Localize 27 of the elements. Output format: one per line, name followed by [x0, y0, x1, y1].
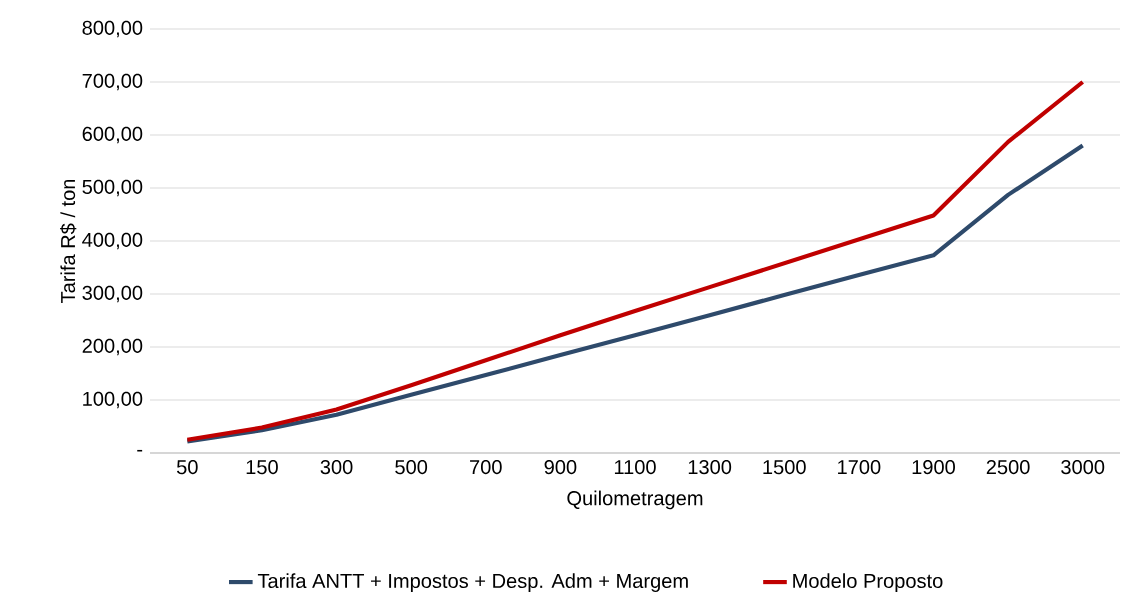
x-tick-label: 700: [470, 459, 502, 475]
x-tick-label: 50: [176, 459, 198, 475]
y-tick-label: 700,00: [82, 73, 143, 91]
x-tick-label: 1900: [912, 459, 955, 475]
x-tick-label: 900: [544, 459, 577, 475]
y-tick-label: 800,00: [82, 20, 143, 38]
y-tick-label: 100,00: [83, 391, 143, 409]
x-axis-title: Quilometragem: [567, 490, 703, 510]
legend-label: Modelo Proposto: [793, 573, 943, 592]
y-tick-label: 300,00: [82, 285, 143, 303]
x-tick-label: 3000: [1061, 459, 1105, 475]
y-tick-label: 500,00: [82, 179, 143, 197]
y-axis-title: Tarifa R$ / ton: [60, 179, 77, 303]
y-tick-label: 600,00: [82, 126, 143, 144]
x-tick-label: 500: [395, 459, 428, 475]
y-tick-label: 200,00: [82, 338, 143, 356]
y-tick-label: -: [137, 449, 143, 452]
x-tick-label: 1700: [838, 459, 881, 475]
x-tick-label: 300: [320, 459, 353, 475]
x-tick-label: 2500: [986, 459, 1030, 475]
x-tick-label: 1500: [763, 459, 806, 475]
line-series: [185, 143, 1085, 444]
y-tick-label: 400,00: [82, 232, 143, 250]
x-tick-label: 150: [246, 459, 278, 475]
x-tick-label: 1300: [688, 459, 732, 475]
legend-label: Tarifa ANTT + Impostos + Desp. Adm + Margem: [257, 573, 688, 592]
x-tick-label: 1100: [614, 459, 656, 475]
